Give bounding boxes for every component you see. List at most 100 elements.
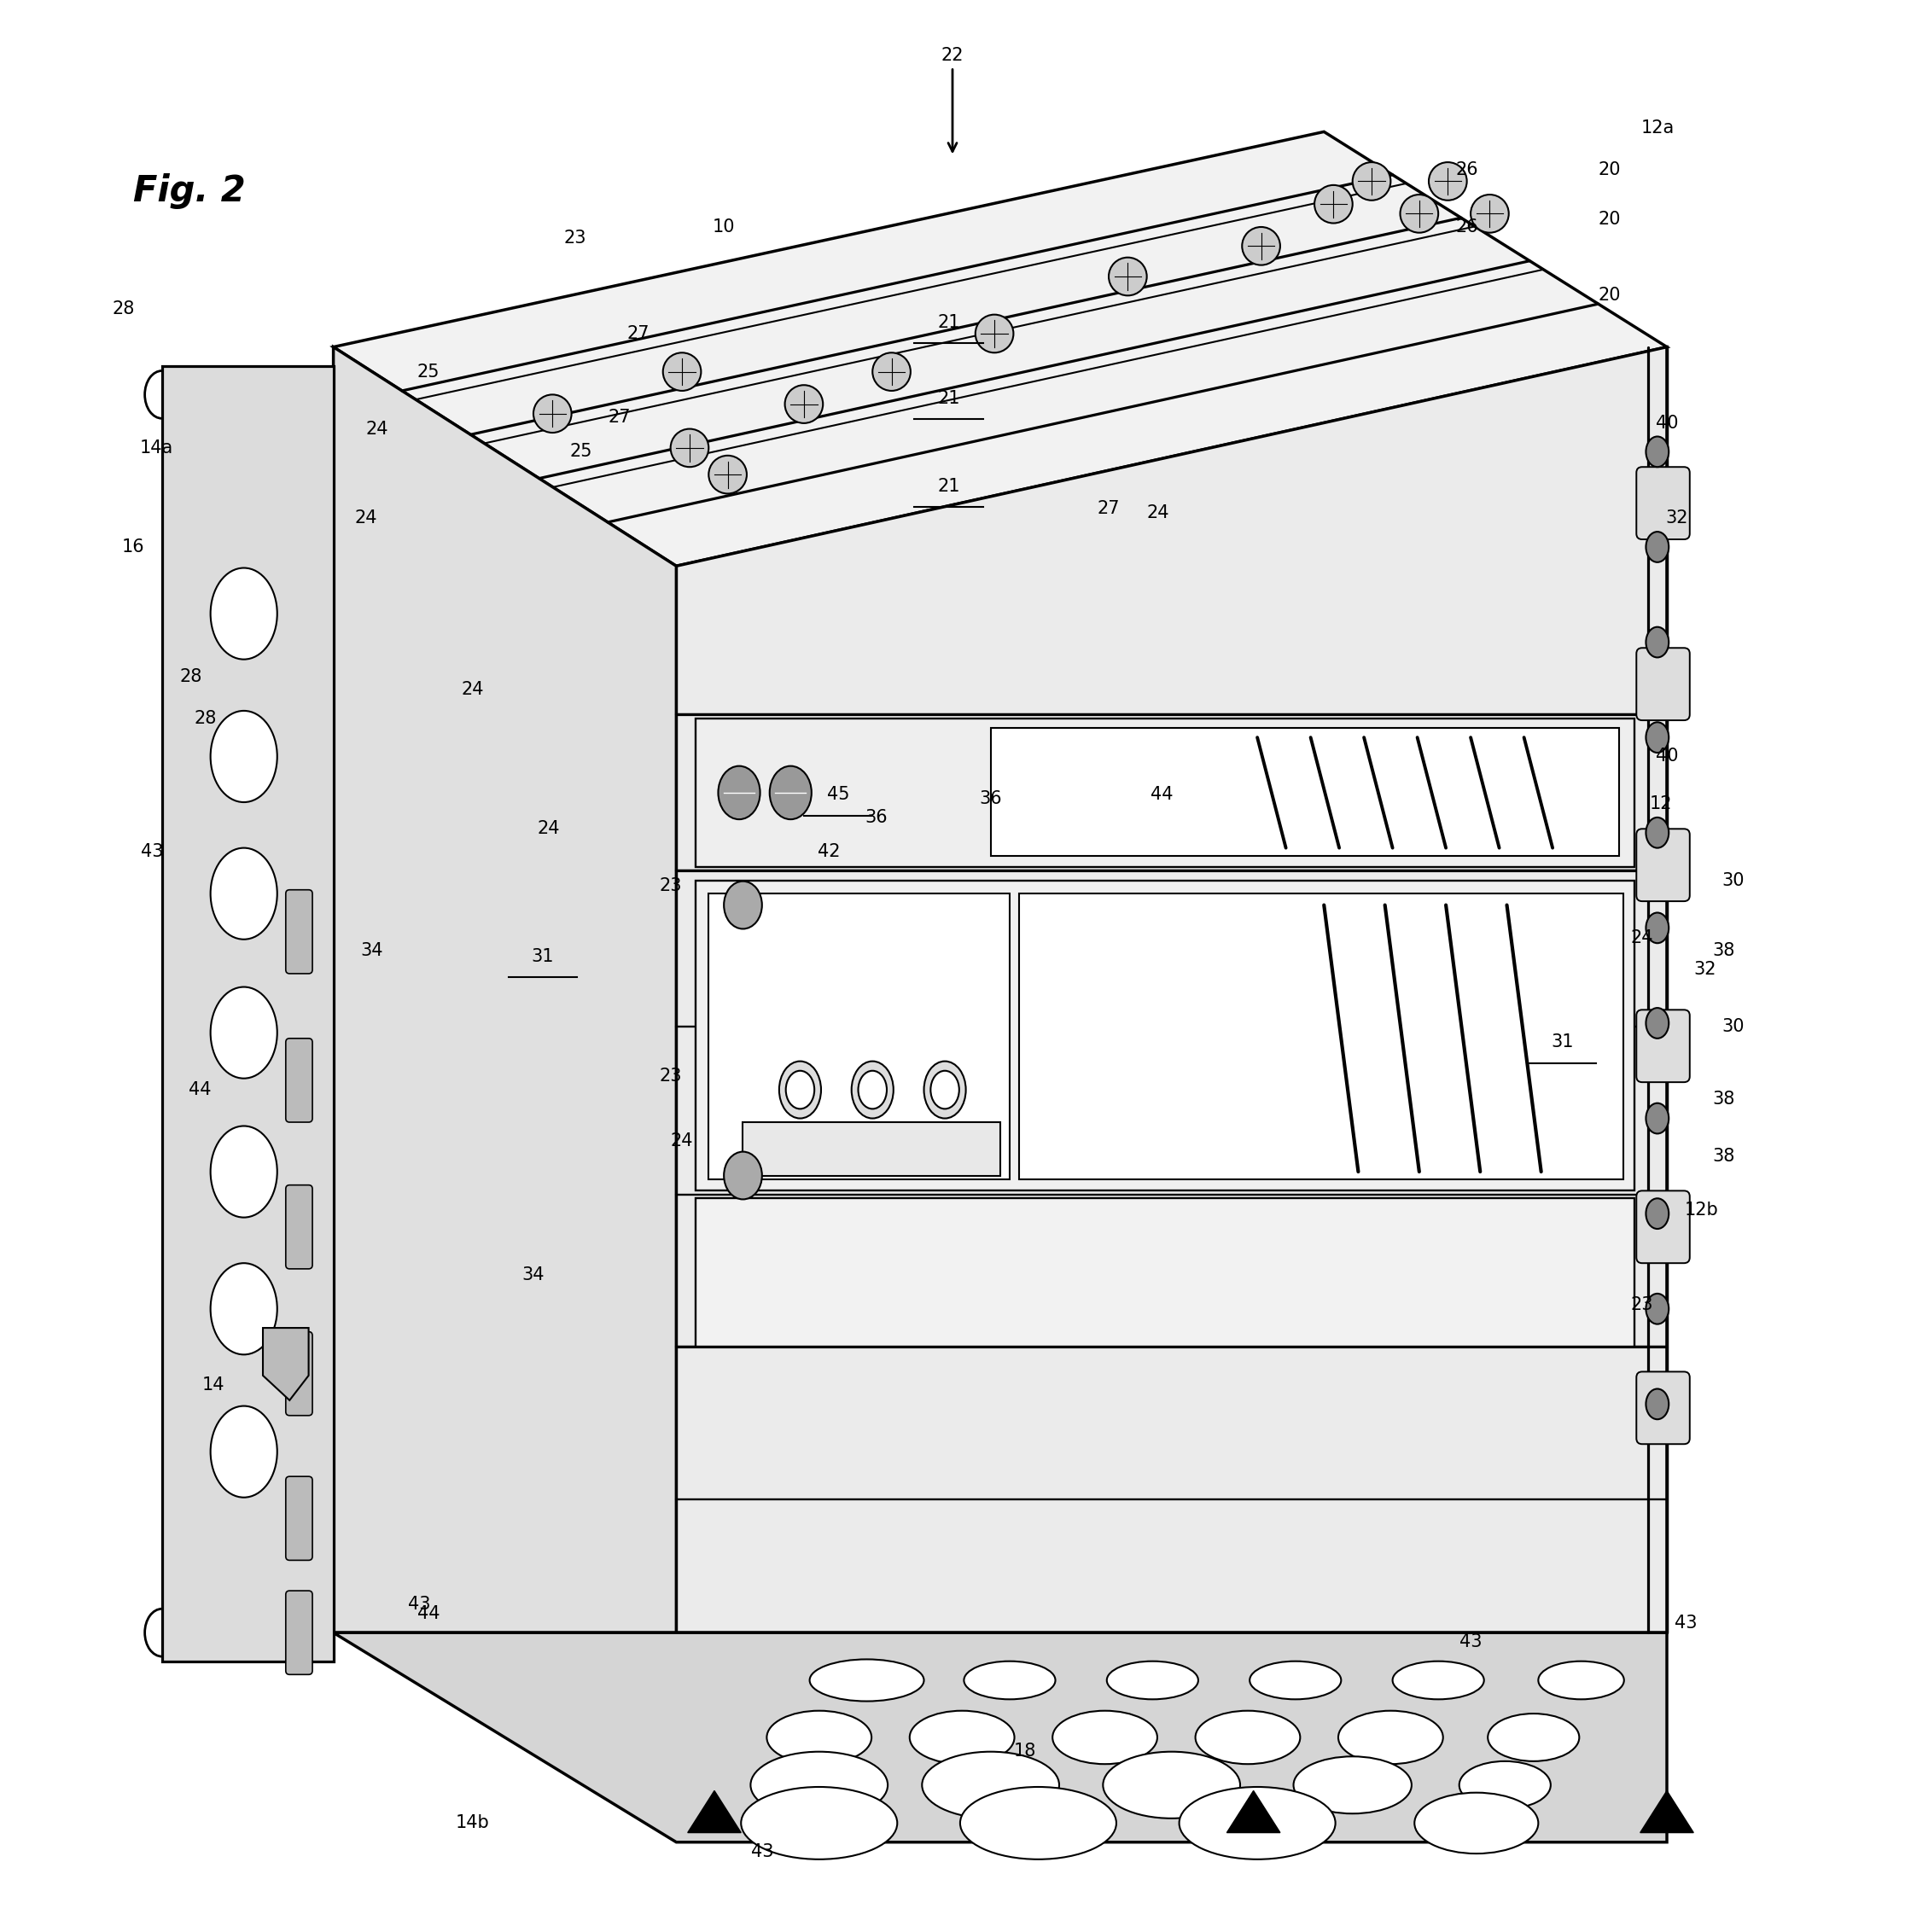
- Ellipse shape: [1103, 1752, 1240, 1818]
- Text: 42: 42: [817, 842, 840, 860]
- Ellipse shape: [1646, 1389, 1669, 1420]
- Polygon shape: [676, 348, 1667, 1633]
- Text: 45: 45: [827, 786, 850, 804]
- Ellipse shape: [1196, 1710, 1301, 1764]
- Ellipse shape: [1109, 257, 1147, 296]
- Text: 10: 10: [712, 218, 735, 236]
- Ellipse shape: [766, 1710, 872, 1764]
- Text: 27: 27: [1097, 500, 1120, 518]
- Ellipse shape: [960, 1787, 1116, 1859]
- Text: 44: 44: [1151, 786, 1173, 804]
- Text: 43: 43: [1459, 1634, 1482, 1650]
- Ellipse shape: [1471, 195, 1509, 232]
- FancyBboxPatch shape: [286, 1476, 312, 1561]
- Ellipse shape: [1293, 1756, 1412, 1814]
- Text: 38: 38: [1713, 1148, 1735, 1165]
- Polygon shape: [695, 719, 1634, 867]
- Text: 24: 24: [537, 821, 560, 837]
- Text: 14: 14: [202, 1376, 225, 1393]
- Text: 25: 25: [570, 442, 592, 460]
- Text: 21: 21: [937, 313, 960, 330]
- Text: 14a: 14a: [139, 439, 173, 456]
- Text: 31: 31: [1551, 1034, 1574, 1051]
- Ellipse shape: [1646, 531, 1669, 562]
- Polygon shape: [162, 365, 333, 1662]
- Text: Fig. 2: Fig. 2: [133, 172, 246, 209]
- Text: 28: 28: [194, 709, 217, 726]
- Text: 24: 24: [366, 421, 389, 437]
- FancyBboxPatch shape: [1636, 647, 1690, 721]
- Ellipse shape: [1179, 1787, 1335, 1859]
- Text: 26: 26: [1455, 218, 1478, 236]
- Text: 43: 43: [141, 842, 164, 860]
- Text: 23: 23: [1631, 1296, 1654, 1314]
- Polygon shape: [695, 881, 1634, 1190]
- Ellipse shape: [724, 1151, 762, 1200]
- Text: 44: 44: [189, 1082, 211, 1097]
- Ellipse shape: [1646, 1294, 1669, 1323]
- Text: 22: 22: [941, 46, 964, 64]
- FancyBboxPatch shape: [1636, 1190, 1690, 1264]
- Ellipse shape: [1646, 1009, 1669, 1037]
- Ellipse shape: [964, 1662, 1055, 1700]
- Ellipse shape: [909, 1710, 1015, 1764]
- Ellipse shape: [1488, 1714, 1579, 1762]
- Ellipse shape: [1052, 1710, 1158, 1764]
- FancyBboxPatch shape: [1636, 1010, 1690, 1082]
- Text: 30: 30: [1722, 1018, 1745, 1036]
- Ellipse shape: [779, 1061, 821, 1119]
- Text: 14b: 14b: [455, 1814, 490, 1832]
- Ellipse shape: [210, 987, 278, 1078]
- Text: 27: 27: [608, 410, 631, 425]
- FancyBboxPatch shape: [286, 1331, 312, 1416]
- Ellipse shape: [1353, 162, 1391, 201]
- Text: 32: 32: [1694, 962, 1716, 978]
- Text: 34: 34: [522, 1265, 545, 1283]
- Text: 16: 16: [122, 539, 145, 556]
- Ellipse shape: [1646, 817, 1669, 848]
- Polygon shape: [1019, 895, 1623, 1179]
- Ellipse shape: [810, 1660, 924, 1702]
- Text: 23: 23: [564, 230, 587, 247]
- Text: 20: 20: [1598, 211, 1621, 228]
- FancyBboxPatch shape: [286, 1590, 312, 1675]
- Ellipse shape: [1646, 1103, 1669, 1134]
- Ellipse shape: [1646, 628, 1669, 657]
- Ellipse shape: [1646, 912, 1669, 943]
- Text: 20: 20: [1598, 288, 1621, 303]
- Text: 36: 36: [865, 810, 888, 827]
- Text: 34: 34: [360, 943, 383, 960]
- Ellipse shape: [785, 384, 823, 423]
- Ellipse shape: [210, 1126, 278, 1217]
- Ellipse shape: [210, 568, 278, 659]
- Text: 23: 23: [659, 877, 682, 895]
- FancyBboxPatch shape: [286, 1037, 312, 1122]
- FancyBboxPatch shape: [286, 891, 312, 974]
- Text: 24: 24: [1147, 504, 1170, 522]
- Ellipse shape: [857, 1070, 888, 1109]
- Text: 12a: 12a: [1640, 120, 1674, 137]
- FancyBboxPatch shape: [1636, 829, 1690, 900]
- Text: 38: 38: [1713, 943, 1735, 960]
- Ellipse shape: [770, 765, 812, 819]
- Polygon shape: [688, 1791, 741, 1833]
- Ellipse shape: [1107, 1662, 1198, 1700]
- Text: 32: 32: [1665, 510, 1688, 527]
- Text: 26: 26: [1455, 160, 1478, 178]
- Text: 40: 40: [1655, 415, 1678, 431]
- Ellipse shape: [1539, 1662, 1623, 1700]
- Ellipse shape: [852, 1061, 893, 1119]
- Polygon shape: [263, 1327, 309, 1401]
- Ellipse shape: [724, 881, 762, 929]
- Polygon shape: [743, 1122, 1000, 1175]
- Text: 20: 20: [1598, 160, 1621, 178]
- Ellipse shape: [785, 1070, 815, 1109]
- Ellipse shape: [1314, 185, 1353, 224]
- Text: 18: 18: [1013, 1743, 1036, 1760]
- Ellipse shape: [1393, 1662, 1484, 1700]
- Ellipse shape: [210, 711, 278, 802]
- Text: 43: 43: [408, 1596, 431, 1613]
- Polygon shape: [991, 728, 1619, 856]
- Text: 31: 31: [531, 949, 554, 964]
- Ellipse shape: [1459, 1762, 1551, 1808]
